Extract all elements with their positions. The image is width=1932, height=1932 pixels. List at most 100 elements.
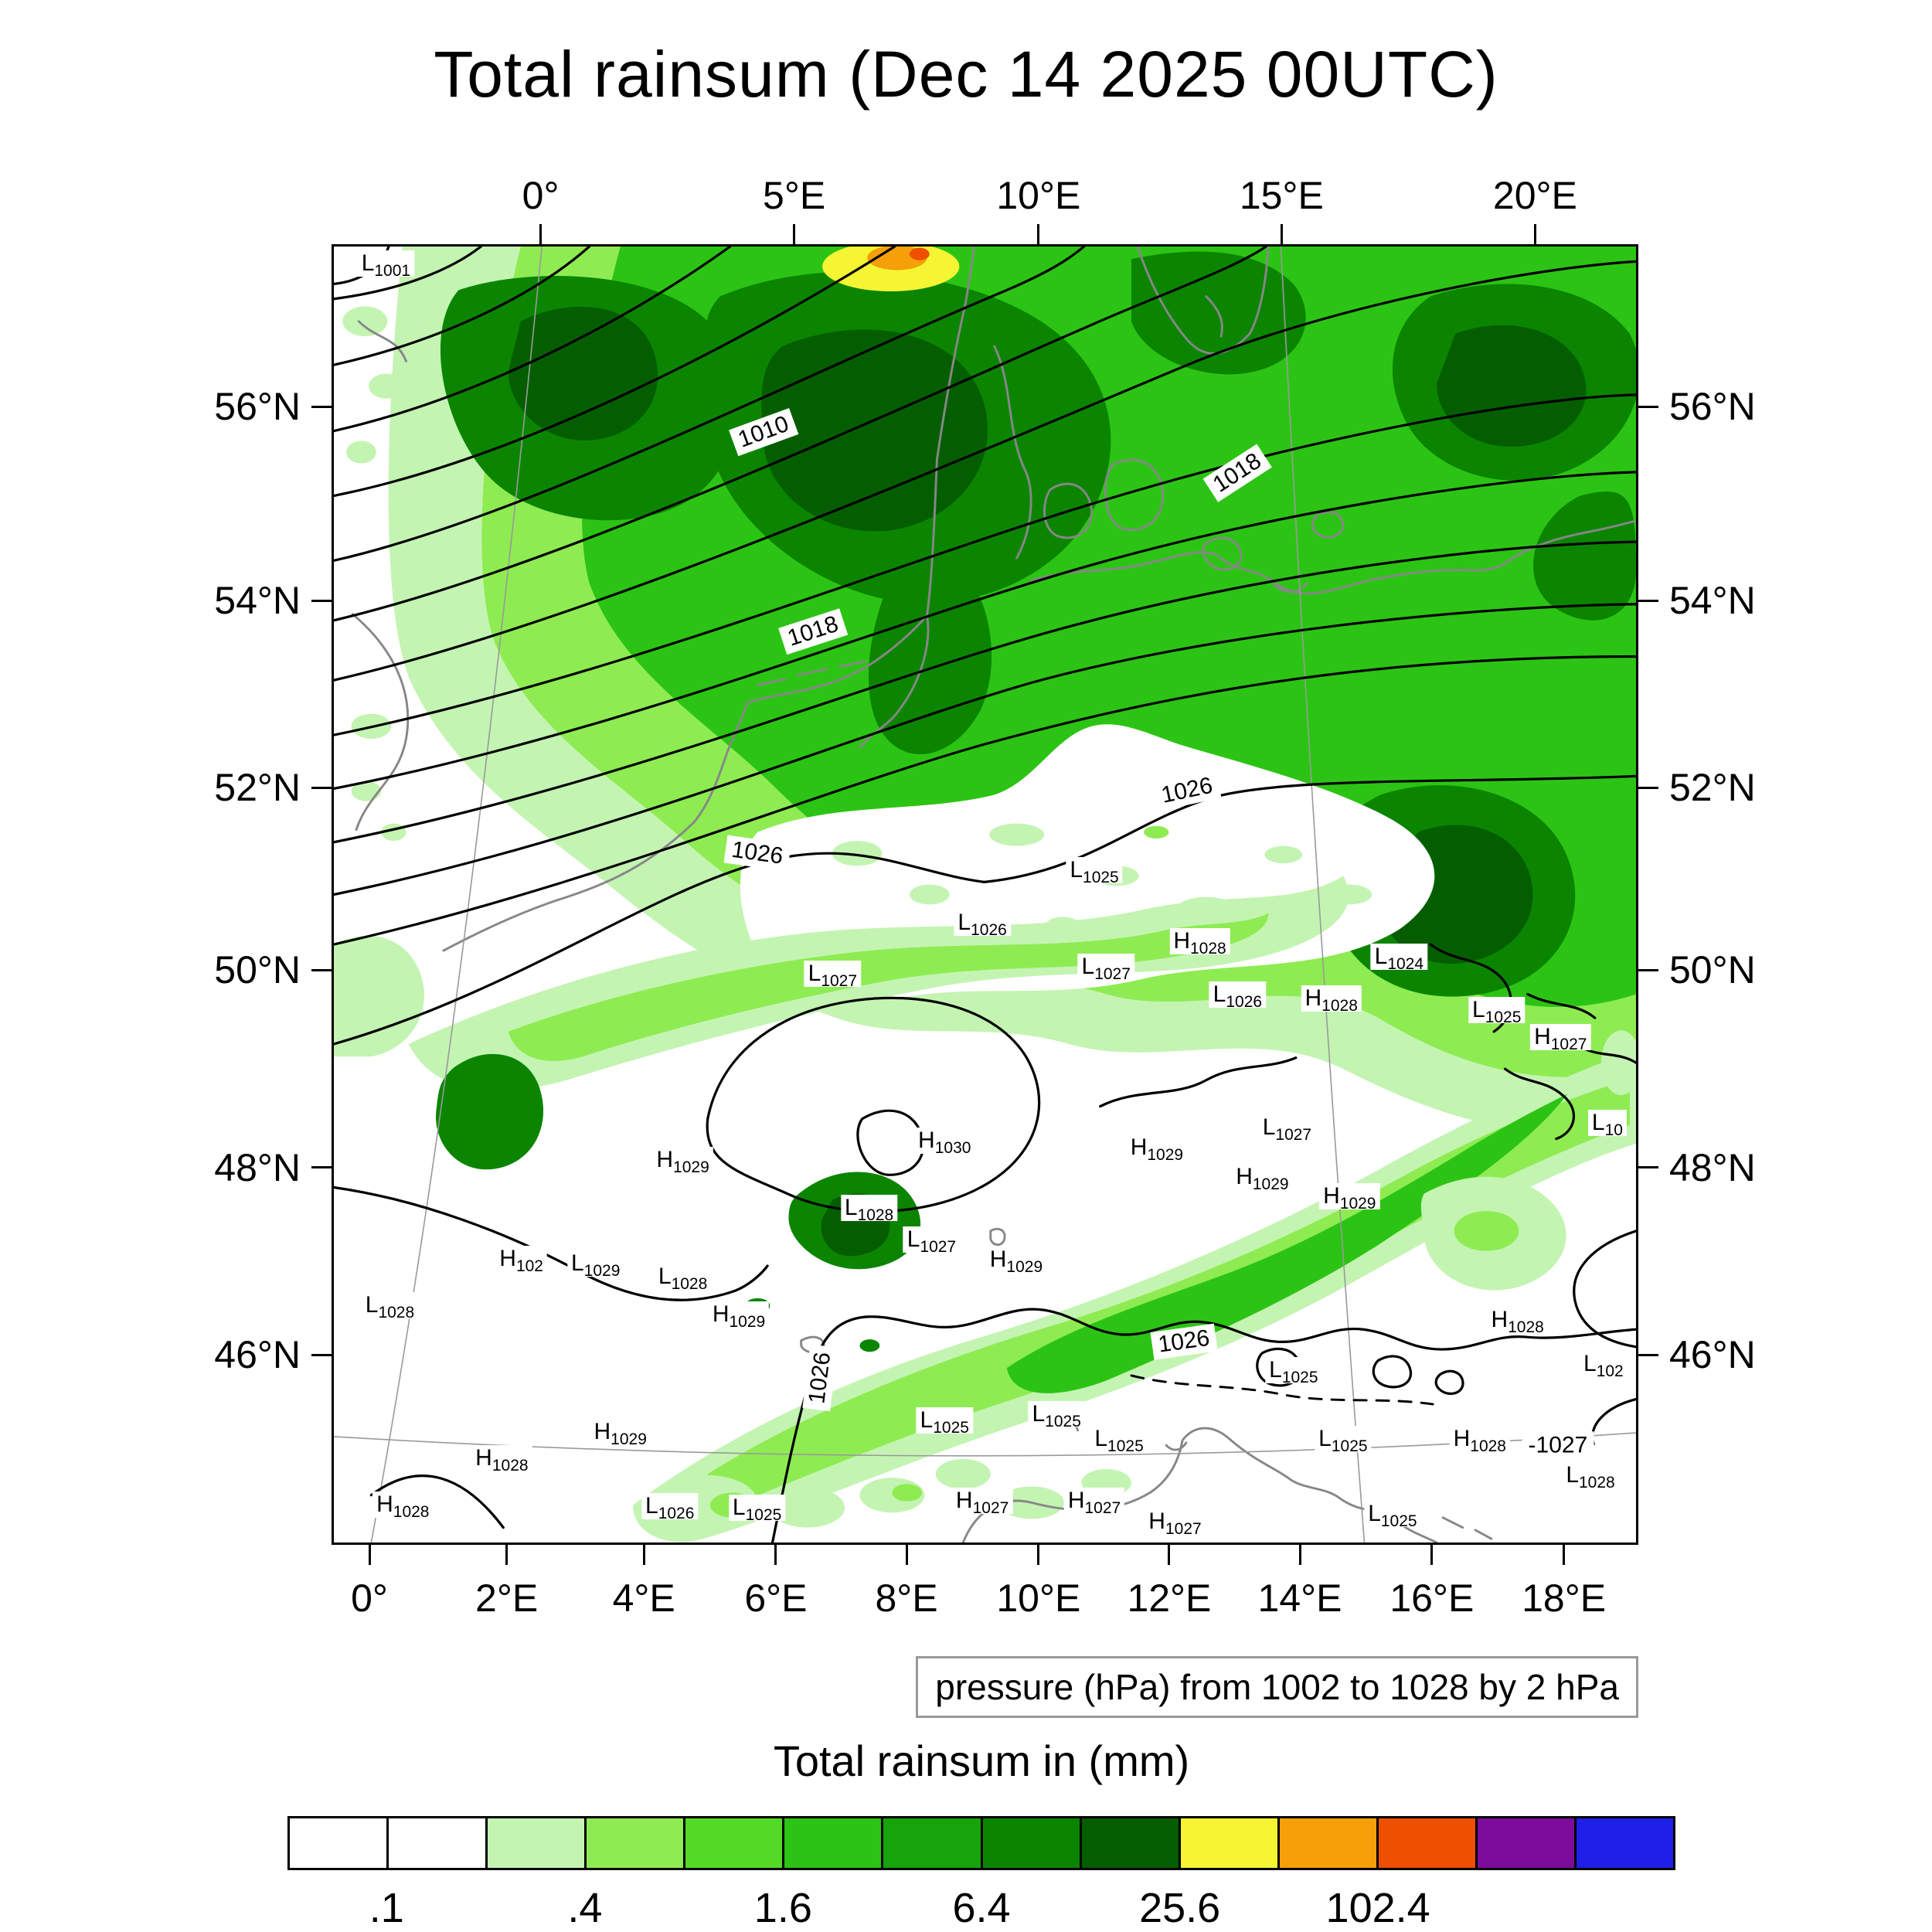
colorbar-tick-label: .1 xyxy=(369,1885,404,1931)
pressure-center-letter: L xyxy=(920,1407,934,1434)
colorbar-tick-label: 1.6 xyxy=(753,1885,812,1931)
pressure-center-value: 1027 xyxy=(1275,1126,1312,1145)
pressure-center-label: H1028 xyxy=(1449,1425,1510,1454)
rain-map-svg xyxy=(334,247,1636,1543)
pressure-center-value: 1028 xyxy=(1508,1318,1544,1336)
pressure-center-letter: L xyxy=(1081,954,1095,980)
axis-tick-top xyxy=(539,224,543,244)
colorbar-segment xyxy=(1180,1818,1280,1868)
axis-tick-left xyxy=(311,1353,332,1356)
pressure-center-value: 1026 xyxy=(1226,992,1263,1011)
isobar-label: 1026 xyxy=(1150,1323,1218,1360)
axis-tick-bottom xyxy=(1563,1545,1566,1565)
pressure-center-value: 1028 xyxy=(378,1304,415,1322)
pressure-center-value: 1028 xyxy=(1189,939,1226,957)
pressure-center-label: H1027 xyxy=(1063,1488,1125,1516)
axis-tick-bottom xyxy=(368,1545,371,1565)
pressure-center-value: 1027 xyxy=(920,1237,957,1256)
pressure-center-label: H1028 xyxy=(471,1444,532,1474)
pressure-center-letter: H xyxy=(1323,1183,1340,1209)
isobar-label: 1018 xyxy=(778,608,848,655)
axis-tick-bottom xyxy=(1037,1545,1040,1565)
axis-tick-bottom xyxy=(505,1545,509,1565)
pressure-note: pressure (hPa) from 1002 to 1028 by 2 hP… xyxy=(916,1656,1638,1718)
colorbar-segment xyxy=(1081,1818,1181,1868)
pressure-center-value: 1028 xyxy=(1579,1473,1615,1492)
pressure-center-value: 1028 xyxy=(671,1275,708,1294)
axis-tick-left xyxy=(311,599,332,602)
pressure-center-label: L1025 xyxy=(1265,1356,1322,1386)
pressure-center-value: 1029 xyxy=(1147,1145,1184,1164)
pressure-center-label: H1029 xyxy=(590,1419,651,1449)
pressure-center-label: H1028 xyxy=(1301,985,1362,1015)
pressure-center-label: L1029 xyxy=(566,1250,624,1279)
axis-tick-bottom xyxy=(1298,1545,1301,1565)
coastlines xyxy=(351,247,1636,1543)
pressure-center-label: L1027 xyxy=(1077,954,1134,982)
pressure-center-letter: H xyxy=(475,1444,492,1471)
axis-tick-left xyxy=(311,786,332,789)
pressure-center-value: 1025 xyxy=(1281,1368,1318,1386)
pressure-center-letter: H xyxy=(712,1301,730,1327)
axis-label-left: 48°N xyxy=(214,1145,301,1189)
pressure-center-label: L10 xyxy=(1587,1109,1627,1138)
axis-label-bottom: 10°E xyxy=(996,1577,1081,1620)
axis-label-right: 50°N xyxy=(1669,948,1756,992)
colorbar-segment xyxy=(290,1818,389,1868)
axis-tick-top xyxy=(1037,224,1040,244)
pressure-center-value: 1028 xyxy=(1321,996,1358,1015)
pressure-center-letter: H xyxy=(1236,1164,1253,1190)
pressure-center-value: 1030 xyxy=(934,1139,971,1158)
pressure-center-letter: H xyxy=(955,1488,973,1514)
pressure-center-letter: L xyxy=(570,1250,584,1277)
pressure-center-value: 1025 xyxy=(1485,1008,1522,1026)
pressure-center-value: 1025 xyxy=(745,1505,782,1524)
axis-tick-top xyxy=(1280,224,1283,244)
pressure-center-value: 102 xyxy=(1596,1362,1624,1380)
colorbar-segment xyxy=(1378,1818,1478,1868)
heavy-rain-red-spot xyxy=(909,247,930,260)
axis-tick-right xyxy=(1638,1166,1658,1169)
pressure-center-label: H1029 xyxy=(1319,1183,1380,1212)
pressure-center-label: L1025 xyxy=(916,1407,973,1437)
pressure-center-letter: L xyxy=(365,1292,379,1318)
pressure-center-label: H1030 xyxy=(914,1128,975,1158)
pressure-center-value: 1025 xyxy=(1083,868,1119,886)
pressure-center-value: 1025 xyxy=(933,1419,969,1437)
axis-tick-right xyxy=(1638,786,1658,789)
pressure-center-value: 1028 xyxy=(492,1456,529,1475)
pressure-center-label: L1025 xyxy=(1364,1501,1421,1531)
isobar-label: 1026 xyxy=(1152,770,1221,811)
pressure-center-letter: L xyxy=(906,1226,920,1252)
axis-tick-left xyxy=(311,405,332,408)
pressure-center-label: L1028 xyxy=(840,1195,898,1223)
pressure-center-label: L1026 xyxy=(1209,981,1267,1011)
pressure-center-label: L102 xyxy=(1580,1350,1628,1380)
pressure-center-label: L1025 xyxy=(1315,1425,1372,1454)
pressure-center-letter: H xyxy=(1130,1134,1148,1160)
pressure-center-label: H1027 xyxy=(1530,1023,1591,1053)
isobar-label: 1010 xyxy=(729,407,798,456)
pressure-center-label: H1028 xyxy=(1487,1306,1548,1336)
isobar-label: 1026 xyxy=(801,1344,838,1412)
axis-label-right: 52°N xyxy=(1669,766,1756,810)
pressure-center-value: 1025 xyxy=(1380,1512,1417,1531)
axis-label-bottom: 14°E xyxy=(1257,1577,1342,1620)
axis-tick-bottom xyxy=(774,1545,777,1565)
pressure-center-value: 1001 xyxy=(374,261,411,280)
rain-fill-layer xyxy=(334,247,1636,1543)
pressure-center-letter: L xyxy=(1318,1425,1332,1451)
pressure-center-letter: L xyxy=(844,1195,858,1221)
axis-label-bottom: 12°E xyxy=(1127,1577,1212,1620)
colorbar-segment xyxy=(685,1818,785,1868)
pressure-center-label: H1027 xyxy=(951,1488,1013,1516)
pressure-center-label: H1029 xyxy=(985,1247,1047,1275)
colorbar-tick-label: 102.4 xyxy=(1325,1885,1430,1931)
colorbar-segment xyxy=(1279,1818,1379,1868)
pressure-center-letter: L xyxy=(1591,1109,1605,1135)
axis-tick-right xyxy=(1638,968,1658,971)
colorbar-title: Total rainsum in (mm) xyxy=(773,1736,1190,1785)
isobar-label: 1018 xyxy=(1203,444,1272,502)
pressure-center-value: 1029 xyxy=(611,1430,647,1449)
